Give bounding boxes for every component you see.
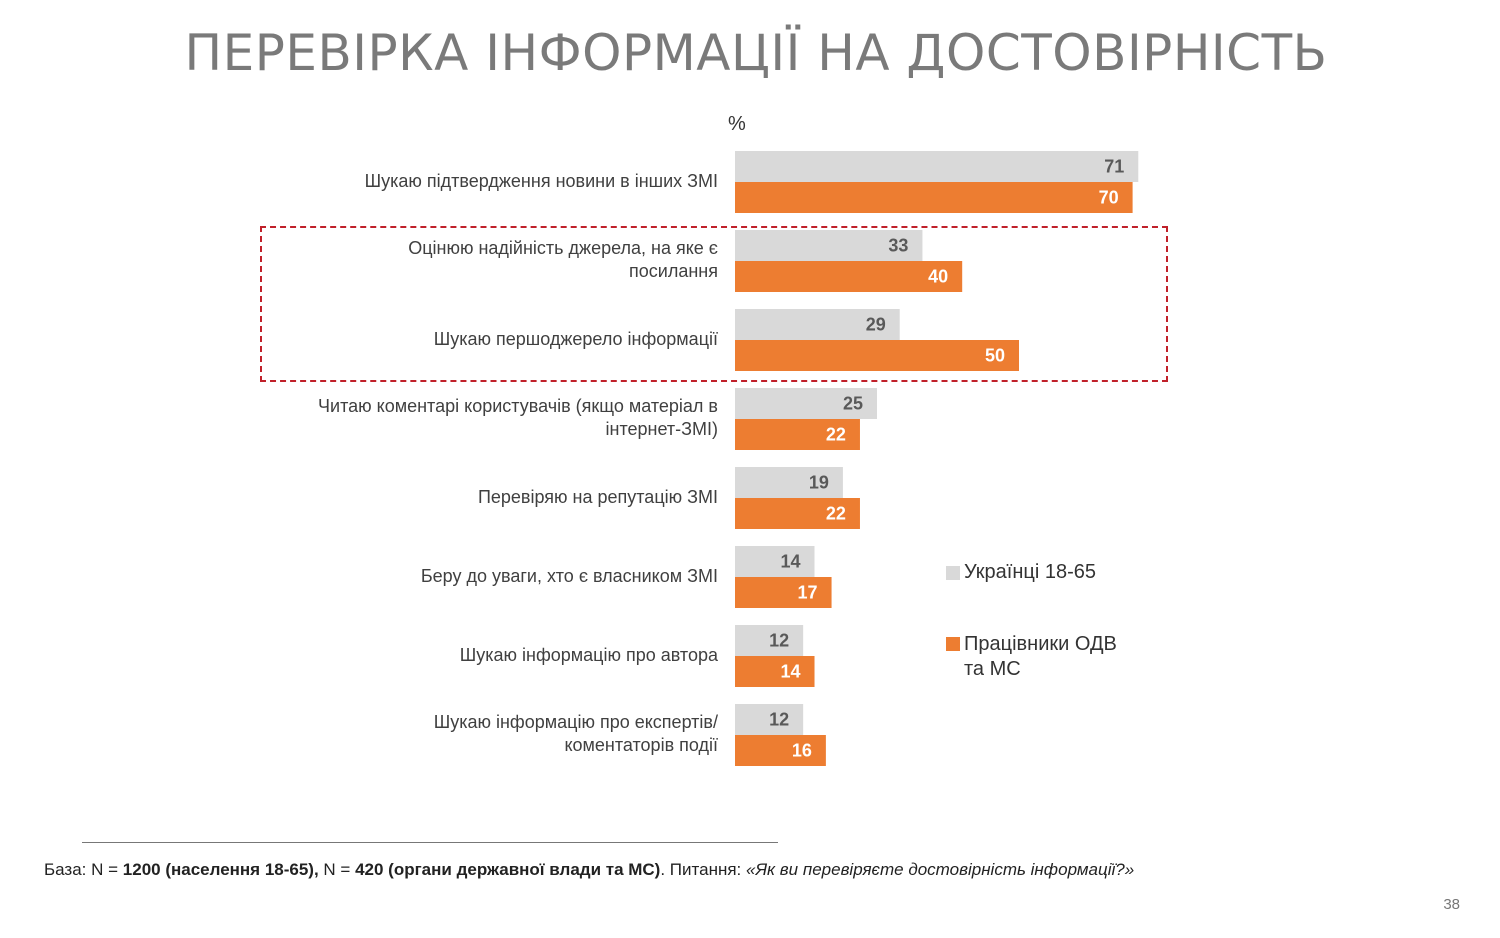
footnote-base-officials: 420 (органи державної влади та МС) — [355, 860, 661, 879]
category-label: Шукаю першоджерело інформації — [433, 329, 718, 349]
data-label-s1-0: 71 — [1104, 157, 1124, 177]
page-number: 38 — [1443, 896, 1460, 913]
data-label-s2-6: 14 — [780, 662, 800, 682]
data-label-s2-3: 22 — [826, 425, 846, 445]
category-label: Оцінюю надійність джерела, на яке є поси… — [408, 238, 718, 281]
bar-s2-0 — [735, 182, 1133, 213]
footnote-text-1: База: N = — [44, 860, 123, 879]
legend-label-series2-line2: та МС — [964, 658, 1021, 680]
category-label: Читаю коментарі користувачів (якщо матер… — [318, 396, 718, 439]
bar-s1-3 — [735, 388, 877, 419]
category-label: Беру до уваги, хто є власником ЗМІ — [420, 566, 718, 586]
legend-label-series2-line1: Працівники ОДВ — [964, 633, 1117, 655]
data-label-s2-5: 17 — [798, 583, 818, 603]
footnote-base-population: 1200 (населення 18-65), — [122, 860, 319, 879]
data-label-s1-4: 19 — [809, 473, 829, 493]
footnote-question: «Як ви перевіряєте достовірність інформа… — [746, 860, 1135, 879]
data-label-s1-6: 12 — [769, 631, 789, 651]
bar-s2-6 — [735, 656, 815, 687]
bar-s1-6 — [735, 625, 804, 656]
data-label-s1-3: 25 — [843, 394, 863, 414]
category-label: Шукаю інформацію про експертів/коментато… — [433, 712, 718, 755]
footnote-text-2: N = — [318, 860, 356, 879]
data-label-s2-0: 70 — [1099, 188, 1119, 208]
bar-s2-2 — [735, 340, 1019, 371]
data-label-s1-5: 14 — [780, 552, 800, 572]
bar-s1-4 — [735, 467, 843, 498]
data-label-s1-7: 12 — [769, 710, 789, 730]
bar-s1-7 — [735, 704, 804, 735]
bar-s2-5 — [735, 577, 832, 608]
bar-s1-0 — [735, 151, 1139, 182]
data-label-s1-1: 33 — [888, 236, 908, 256]
bar-s2-3 — [735, 419, 860, 450]
bar-s2-7 — [735, 735, 826, 766]
footnote-text-3: . Питання: — [660, 860, 746, 879]
category-label: Шукаю підтвердження новини в інших ЗМІ — [364, 171, 718, 191]
bar-s1-1 — [735, 230, 923, 261]
data-label-s2-1: 40 — [928, 267, 948, 287]
legend-swatch-series2 — [946, 637, 960, 651]
bar-s1-2 — [735, 309, 900, 340]
data-label-s2-7: 16 — [792, 741, 812, 761]
data-label-s1-2: 29 — [866, 315, 886, 335]
category-label: Перевіряю на репутацію ЗМІ — [477, 487, 718, 507]
data-label-s2-4: 22 — [826, 504, 846, 524]
bar-s2-1 — [735, 261, 963, 292]
footer-divider — [82, 842, 778, 843]
data-label-s2-2: 50 — [985, 346, 1005, 366]
bar-s1-5 — [735, 546, 815, 577]
unit-label: % — [728, 113, 746, 135]
page-title: ПЕРЕВІРКА ІНФОРМАЦІЇ НА ДОСТОВІРНІСТЬ — [184, 24, 1328, 82]
footnote: База: N = 1200 (населення 18-65), N = 42… — [44, 860, 1134, 880]
legend-label-series1: Українці 18-65 — [964, 561, 1097, 583]
legend-swatch-series1 — [946, 566, 960, 580]
bar-s2-4 — [735, 498, 860, 529]
category-label: Шукаю інформацію про автора — [459, 645, 718, 665]
highlight-box — [260, 226, 1168, 382]
